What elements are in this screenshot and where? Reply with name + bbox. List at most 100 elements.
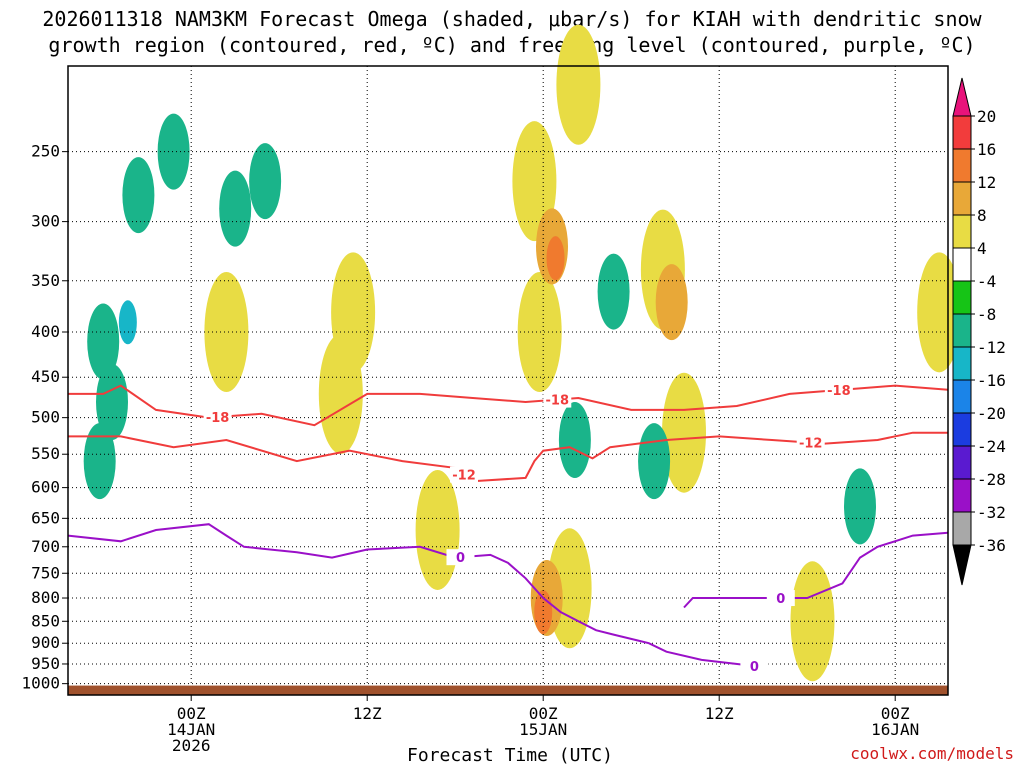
- colorbar-label-10: -24: [977, 437, 1006, 456]
- y-tick-label-450: 450: [31, 367, 60, 386]
- omega-cell-1: [512, 121, 557, 242]
- y-tick-label-650: 650: [31, 508, 60, 527]
- omega-cell-16: [157, 113, 190, 190]
- x-tick-label-1-0: 12Z: [353, 704, 382, 723]
- omega-cell-27: [546, 236, 565, 281]
- freezing-contour-label-bg-1-0: [766, 590, 795, 607]
- colorbar-label-5: -4: [977, 272, 996, 291]
- omega-cell-15: [122, 157, 155, 234]
- dgz-contour-label-0-0: -18: [206, 411, 230, 426]
- omega-cell-7: [331, 252, 376, 373]
- omega-cell-23: [558, 402, 591, 479]
- colorbar-cell-6: [952, 313, 972, 348]
- colorbar-label-11: -28: [977, 470, 1006, 489]
- axis-layer: 250 300 350 400 450 500 550 600 650 700 750 800 850 9…: [21, 65, 949, 755]
- omega-cell-13: [83, 423, 116, 500]
- dgz-contour-label-bg-0-2: [824, 382, 853, 399]
- omega-cell-14: [96, 363, 128, 440]
- y-tick-label-500: 500: [31, 408, 60, 427]
- omega-cell-8: [415, 469, 460, 590]
- colorbar-cell-11: [952, 478, 972, 513]
- colorbar-cell-12: [952, 511, 972, 546]
- dgz-contour-label-bg-0-0: [203, 409, 232, 426]
- omega-cell-25: [844, 468, 876, 545]
- colorbar-label-12: -32: [977, 503, 1006, 522]
- x-tick-label-2-0: 00Z: [529, 704, 558, 723]
- y-tick-label-1000: 1000: [21, 674, 60, 693]
- surface-band-layer: [68, 685, 948, 695]
- x-tick-label-4-1: 16JAN: [871, 720, 919, 739]
- colorbar-label-0: 20: [977, 107, 996, 126]
- x-tick-label-0-1: 14JAN: [167, 720, 215, 739]
- x-tick-label-3-0: 12Z: [705, 704, 734, 723]
- x-tick-label-0-0: 00Z: [177, 704, 206, 723]
- freezing-contour-label-bg-0-1: [740, 657, 769, 674]
- colorbar: 20 16 12 8 4 -4 -8 -12 -16 -20 -24 -28 -32 -36: [952, 77, 1006, 586]
- grid-layer: [68, 66, 948, 695]
- x-tick-label-4-0: 00Z: [881, 704, 910, 723]
- colorbar-label-8: -16: [977, 371, 1006, 390]
- source-credit: coolwx.com/models: [850, 744, 1014, 763]
- omega-cell-2: [517, 272, 562, 393]
- omega-cell-4: [662, 372, 706, 493]
- colorbar-label-7: -12: [977, 338, 1006, 357]
- omega-shading-layer: [83, 24, 962, 682]
- freezing-contour-line-0: [67, 523, 755, 667]
- colorbar-top-triangle: [952, 77, 972, 117]
- y-tick-label-800: 800: [31, 588, 60, 607]
- colorbar-label-4: 4: [977, 239, 987, 258]
- dgz-contour-label-bg-1-0: [450, 466, 478, 483]
- colorbar-label-6: -8: [977, 305, 996, 324]
- dgz-contour-label-bg-0-1: [543, 391, 572, 408]
- colorbar-label-1: 16: [977, 140, 996, 159]
- x-tick-label-0-2: 2026: [172, 736, 211, 755]
- colorbar-cell-9: [952, 412, 972, 447]
- contour-labels-layer: -18 -18 -18 -12 -12 0 0 0: [203, 382, 853, 675]
- chart-title-line2: growth region (contoured, red, ºC) and f…: [48, 33, 976, 57]
- omega-cell-26: [118, 300, 137, 345]
- y-tick-label-250: 250: [31, 142, 60, 161]
- colorbar-cell-5: [952, 280, 972, 315]
- colorbar-label-3: 8: [977, 206, 987, 225]
- colorbar-cell-4: [952, 247, 972, 282]
- y-tick-label-550: 550: [31, 444, 60, 463]
- dgz-contour-label-1-0: -12: [452, 469, 476, 484]
- y-tick-label-300: 300: [31, 212, 60, 231]
- omega-cell-0: [556, 24, 601, 145]
- colorbar-bottom-triangle: [952, 544, 972, 586]
- omega-cell-20: [597, 253, 630, 330]
- plot-frame: [67, 65, 949, 696]
- omega-cell-18: [249, 143, 282, 220]
- colorbar-cell-3: [952, 214, 972, 249]
- freezing-contour-label-0-0: 0: [456, 551, 465, 566]
- omega-cell-17: [219, 170, 252, 247]
- freezing-contour-label-bg-0-0: [446, 549, 475, 566]
- colorbar-cell-1: [952, 148, 972, 183]
- dgz-contour-line-0: [68, 384, 949, 427]
- x-tick-label-2-1: 15JAN: [519, 720, 567, 739]
- omega-cell-22: [638, 423, 671, 500]
- dgz-contour-label-bg-1-1: [796, 434, 825, 451]
- y-tick-label-950: 950: [31, 654, 60, 673]
- omega-cell-21: [655, 264, 688, 341]
- omega-cell-11: [917, 252, 962, 373]
- omega-cell-12: [87, 303, 120, 380]
- y-tick-label-400: 400: [31, 322, 60, 341]
- omega-cell-10: [204, 272, 249, 393]
- colorbar-cell-8: [952, 379, 972, 414]
- y-tick-label-850: 850: [31, 611, 60, 630]
- freezing-contour-label-0-1: 0: [750, 660, 759, 675]
- freezing-contour-label-1-0: 0: [776, 592, 785, 607]
- y-tick-label-350: 350: [31, 271, 60, 290]
- dgz-contour-label-1-1: -12: [799, 437, 823, 452]
- surface-band: [68, 685, 948, 695]
- chart-title-line1: 2026011318 NAM3KM Forecast Omega (shaded…: [42, 7, 982, 31]
- y-tick-label-750: 750: [31, 563, 60, 582]
- colorbar-cell-0: [952, 115, 972, 150]
- dgz-contour-label-0-2: -18: [827, 384, 851, 399]
- colorbar-label-9: -20: [977, 404, 1006, 423]
- freezing-contour-line-1: [683, 531, 949, 609]
- y-tick-label-900: 900: [31, 633, 60, 652]
- colorbar-cell-10: [952, 445, 972, 480]
